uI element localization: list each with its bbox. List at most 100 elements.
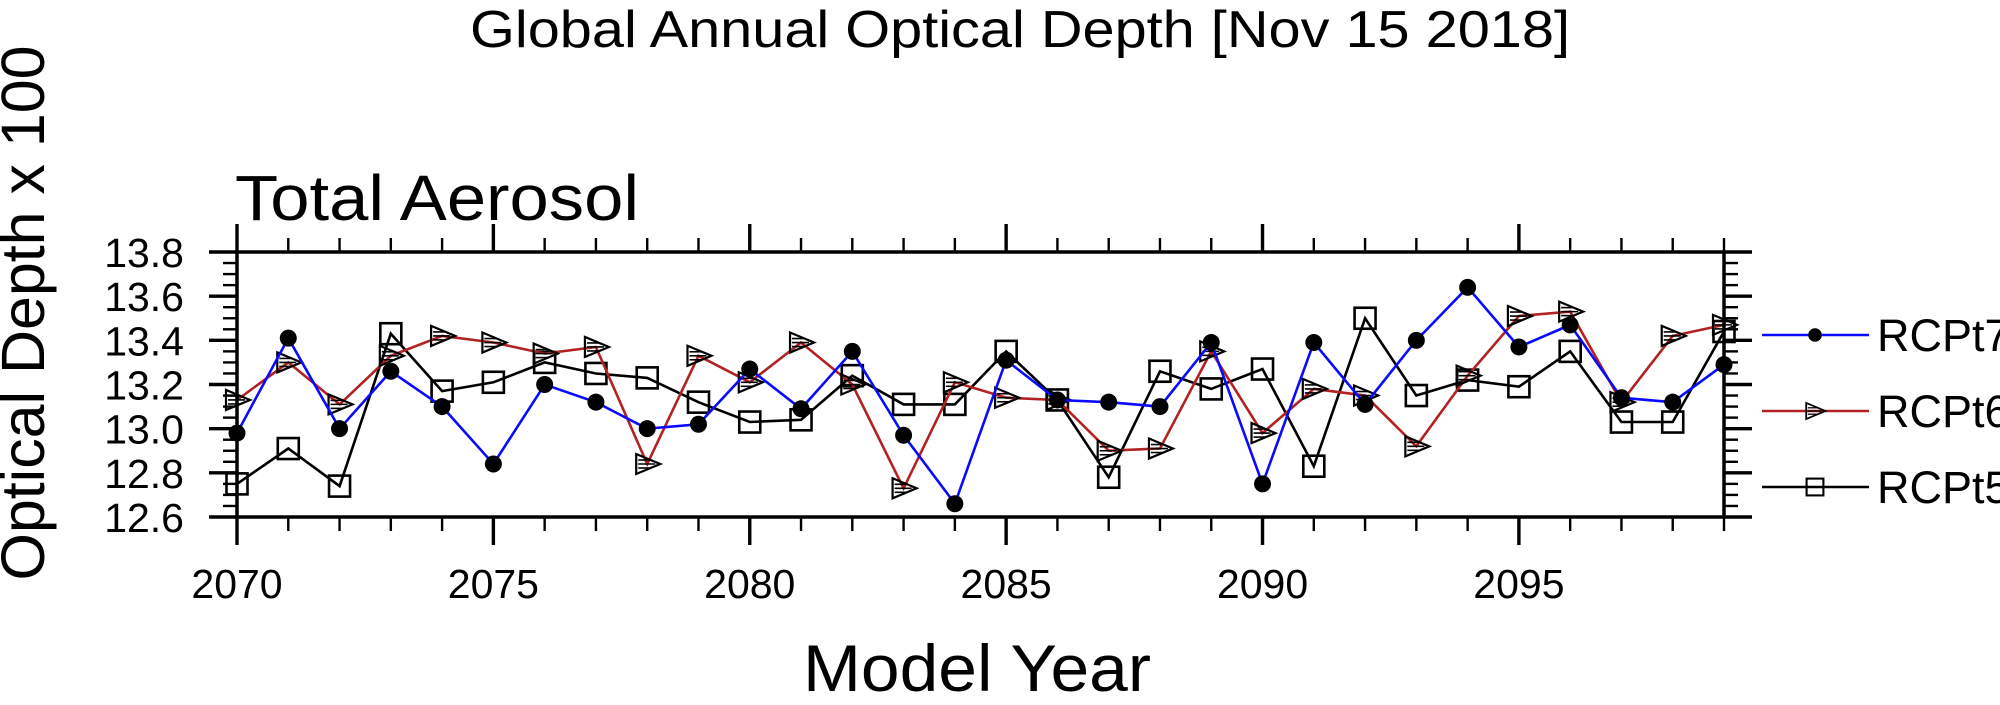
filled-circle-marker [433,398,451,416]
series-line-RCPt6 [236,310,1725,492]
filled-circle-marker [946,495,964,513]
legend-item-RCPt5: RCPt5 [1762,462,2000,513]
hatched-right-triangle-marker [686,344,715,368]
legend-item-RCPt6: RCPt6 [1762,386,2000,437]
filled-circle-marker [1407,331,1425,349]
filled-circle-marker [1459,278,1477,296]
filled-circle-marker [1510,338,1528,356]
filled-circle-marker [895,426,913,444]
open-square-marker [276,436,301,461]
hatched-right-triangle-marker [1096,439,1125,463]
series-line-RCPt5 [236,315,1726,489]
filled-circle-marker [1612,389,1630,407]
open-square-marker [1558,339,1582,364]
legend-label: RCPt7 [1877,310,2000,361]
y-tick-label: 12.6 [104,495,184,541]
x-tick-label: 2085 [961,561,1052,607]
hatched-right-triangle-marker [276,350,305,375]
y-axis-title: Optical Depth x 100 [0,46,57,581]
open-square-marker [1096,465,1121,490]
filled-circle-marker [1808,328,1822,342]
chart-title: Global Annual Optical Depth [Nov 15 2018… [470,1,1570,59]
hatched-right-triangle-marker [788,330,817,355]
legend: RCPt7 RCPt6 RCPt5 [1762,310,2000,513]
legend-item-RCPt7: RCPt7 [1762,310,2000,361]
y-tick-label: 13.8 [104,230,184,276]
filled-circle-marker [279,329,297,347]
x-tick-label: 2070 [191,561,282,607]
open-square-marker [686,390,711,414]
open-square-marker [737,410,762,434]
y-tick-label: 13.0 [104,407,184,453]
open-square-marker [1805,477,1825,497]
open-square-marker [327,474,352,498]
filled-circle-marker [1048,391,1066,409]
filled-circle-marker [792,400,810,418]
filled-circle-marker [484,455,502,473]
hatched-right-triangle-marker [532,341,561,366]
legend-label: RCPt5 [1877,462,2000,513]
y-tick-label: 13.4 [104,318,184,364]
filled-circle-marker [997,351,1015,369]
open-square-marker [1404,383,1429,408]
data-series [224,278,1740,513]
axis-ticks [209,224,1752,545]
open-square-marker [635,366,660,390]
filled-circle-marker [843,342,861,360]
hatched-right-triangle-marker [840,372,869,397]
legend-label: RCPt6 [1877,386,2000,437]
filled-circle-marker [1254,475,1272,493]
series-RCPt6 [224,299,1740,500]
open-square-marker [1609,410,1634,434]
hatched-right-triangle-marker [430,324,458,348]
hatched-right-triangle-marker [1455,364,1484,388]
y-tick-label: 13.2 [104,363,184,409]
open-square-marker [1148,359,1172,384]
hatched-right-triangle-marker [1301,377,1330,401]
hatched-right-triangle-marker [1805,401,1828,421]
y-tick-label: 13.6 [104,274,184,320]
hatched-right-triangle-marker [1506,304,1535,328]
filled-circle-marker [382,362,400,380]
hatched-right-triangle-marker [635,452,664,476]
filled-circle-marker [587,393,605,411]
series-line-RCPt7 [235,285,1725,507]
open-square-marker [1660,410,1685,434]
x-tick-label: 2080 [704,561,795,607]
hatched-right-triangle-marker [481,330,510,355]
y-tick-label: 12.8 [104,451,184,497]
open-square-marker [1301,454,1326,479]
filled-circle-marker [536,376,554,393]
hatched-right-triangle-marker [994,386,1022,410]
hatched-right-triangle-marker [1147,436,1176,461]
filled-circle-marker [1151,398,1169,416]
series-RCPt7 [228,278,1733,513]
filled-circle-marker [331,420,349,438]
filled-circle-marker [741,360,759,378]
open-square-marker [1250,357,1275,381]
hatched-right-triangle-marker [378,344,407,368]
filled-circle-marker [1356,395,1374,413]
hatched-right-triangle-marker [891,476,920,500]
open-square-marker [1353,306,1377,331]
open-square-marker [379,321,403,346]
axis-tick-labels: 2070 2075 2080 2085 2090 2095 13.813.613.413.2… [104,230,1564,607]
hatched-right-triangle-marker [1404,434,1433,458]
filled-circle-marker [638,420,656,438]
hatched-right-triangle-marker [583,335,612,359]
plot-border [235,250,1726,519]
filled-circle-marker [689,415,707,433]
open-square-marker [481,370,506,395]
x-tick-label: 2090 [1217,561,1308,607]
filled-circle-marker [1664,393,1682,411]
open-square-marker [1507,374,1531,399]
hatched-right-triangle-marker [1250,421,1279,445]
plot-heading: Total Aerosol [235,162,639,234]
hatched-right-triangle-marker [1660,324,1689,348]
x-axis-title: Model Year [803,631,1151,705]
open-square-marker [891,392,916,417]
open-square-marker [1199,377,1224,401]
hatched-right-triangle-marker [327,392,356,417]
plot-frame [235,250,1726,519]
filled-circle-marker [1561,316,1579,334]
